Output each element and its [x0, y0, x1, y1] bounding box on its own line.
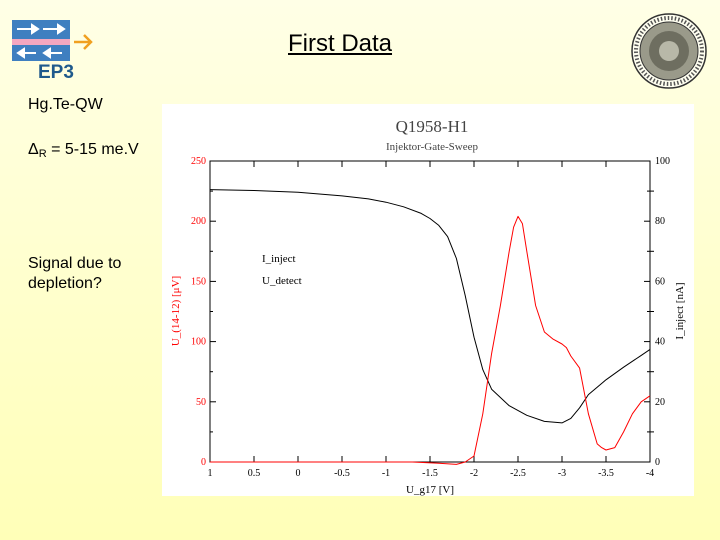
y-left-tick-label: 100 — [191, 337, 206, 348]
university-seal-icon — [631, 13, 707, 89]
chart-panel: Q1958-H1 Injektor-Gate-Sweep 1 0.5 0 -0.5 -1… — [162, 104, 694, 496]
x-tick-label: 1 — [208, 468, 213, 479]
y-right-tick-label: 40 — [655, 337, 665, 348]
series-line-u-detect — [210, 215, 651, 465]
y-left-tick-label: 50 — [196, 397, 206, 408]
x-tick-label: -1 — [382, 468, 390, 479]
y-right-tick-label: 20 — [655, 397, 665, 408]
y-right-tick-label: 0 — [655, 457, 660, 468]
x-tick-label: -0.5 — [334, 468, 350, 479]
x-tick-label: -3 — [558, 468, 566, 479]
y-left-tick-label: 250 — [191, 156, 206, 167]
x-tick-label: -4 — [646, 468, 654, 479]
x-tick-label: -3.5 — [598, 468, 614, 479]
chart-svg: Q1958-H1 Injektor-Gate-Sweep 1 0.5 0 -0.5 -1… — [170, 117, 686, 496]
logo-text: EP3 — [38, 62, 74, 83]
chart-subtitle: Injektor-Gate-Sweep — [386, 141, 479, 153]
note-delta: ΔR = 5-15 me.V — [28, 140, 139, 164]
x-tick-label: 0 — [296, 468, 301, 479]
x-tick-label: 0.5 — [248, 468, 261, 479]
note-material: Hg.Te-QW — [28, 96, 103, 113]
delta-symbol: Δ — [28, 141, 39, 158]
y-left-tick-label: 200 — [191, 216, 206, 227]
y-left-tick-label: 0 — [201, 457, 206, 468]
ep3-logo — [12, 20, 93, 61]
y-right-axis-label: I_inject [nA] — [674, 282, 686, 339]
slide-title: First Data — [288, 30, 393, 57]
x-tick-label: -1.5 — [422, 468, 438, 479]
delta-subscript: R — [38, 148, 47, 160]
y-left-tick-label: 150 — [191, 276, 206, 287]
x-tick-label: -2 — [470, 468, 478, 479]
chart-title: Q1958-H1 — [396, 117, 469, 136]
x-axis-label: U_g17 [V] — [406, 484, 454, 496]
legend-u-detect: U_detect — [262, 275, 302, 287]
y-right-tick-label: 100 — [655, 156, 670, 167]
x-tick-label: -2.5 — [510, 468, 526, 479]
plot-area — [209, 160, 651, 463]
y-right-tick-label: 80 — [655, 216, 665, 227]
y-right-tick-label: 60 — [655, 276, 665, 287]
note-question: Signal due to depletion? — [28, 255, 122, 292]
legend-i-inject: I_inject — [262, 253, 296, 265]
series-line-i-inject — [209, 189, 651, 424]
delta-value: = 5-15 me.V — [46, 141, 139, 158]
y-left-axis-label: U_(14-12) [μV] — [170, 276, 182, 346]
